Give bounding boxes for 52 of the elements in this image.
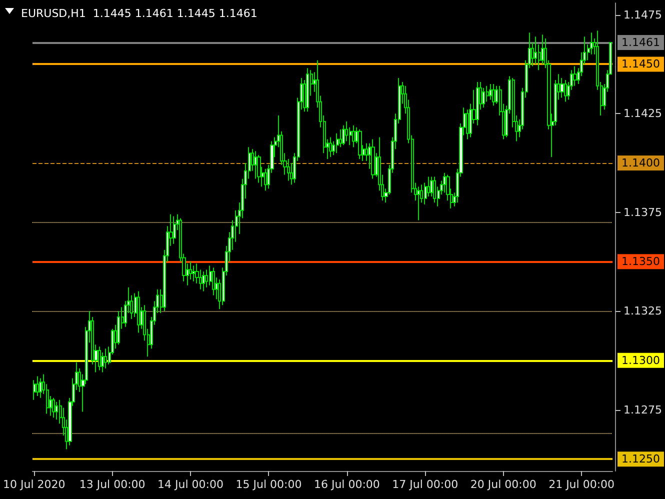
candlestick — [329, 136, 332, 158]
candlestick — [205, 269, 208, 288]
ref-line-label: 1.1400 — [622, 156, 660, 170]
y-tick-label: 1.1375 — [624, 206, 662, 219]
ref-line-label: 1.1450 — [622, 58, 660, 71]
candlestick — [371, 138, 375, 180]
candlestick — [212, 267, 215, 296]
x-tick-label: 17 Jul 00:00 — [392, 478, 458, 491]
candlestick — [352, 124, 355, 148]
candlestick — [33, 380, 36, 400]
candlestick — [560, 78, 564, 98]
chart-title: EURUSD,H1 1.1445 1.1461 1.1445 1.1461 — [21, 7, 258, 20]
candlestick — [173, 216, 176, 244]
candlestick — [573, 66, 577, 86]
candlestick — [104, 348, 107, 369]
candlestick — [345, 120, 348, 142]
y-tick-label: 1.1275 — [624, 403, 662, 416]
candlestick — [52, 397, 55, 418]
candlestick — [39, 378, 42, 398]
ref-line-label: 1.1350 — [622, 255, 660, 268]
y-tick-label: 1.1425 — [624, 107, 662, 120]
candlestick — [36, 376, 39, 396]
x-tick-label: 16 Jul 00:00 — [314, 478, 380, 491]
candlestick — [257, 154, 261, 184]
ref-line-label: 1.1300 — [622, 354, 660, 367]
ref-line-label: 1.1461 — [622, 36, 660, 49]
x-tick-label: 15 Jul 00:00 — [236, 478, 302, 491]
candlestick — [254, 150, 257, 180]
candlestick — [564, 80, 567, 102]
x-tick-label: 21 Jul 00:00 — [548, 478, 615, 491]
y-tick-label: 1.1325 — [624, 304, 662, 318]
candlestick — [342, 124, 345, 146]
candlestick — [433, 176, 436, 203]
x-tick-label: 20 Jul 00:00 — [470, 478, 536, 491]
x-tick-label: 14 Jul 00:00 — [158, 478, 224, 491]
y-tick-label: 1.1475 — [624, 8, 662, 22]
candlestick — [336, 132, 339, 154]
candlestick — [55, 401, 58, 420]
candlestick — [492, 83, 495, 106]
x-tick-label: 13 Jul 00:00 — [79, 478, 146, 491]
candlestick — [264, 168, 267, 192]
candlestick — [306, 68, 309, 112]
candlestick — [137, 290, 140, 334]
candlestick — [117, 310, 120, 346]
x-tick-label: 10 Jul 2020 — [2, 478, 66, 491]
candlestick — [202, 271, 205, 292]
candlestick — [98, 346, 101, 371]
candlestick — [192, 265, 195, 282]
candlestick — [417, 186, 420, 221]
candlestick — [476, 81, 479, 126]
ref-line-label: 1.1250 — [622, 452, 660, 466]
candlestick — [358, 128, 362, 160]
